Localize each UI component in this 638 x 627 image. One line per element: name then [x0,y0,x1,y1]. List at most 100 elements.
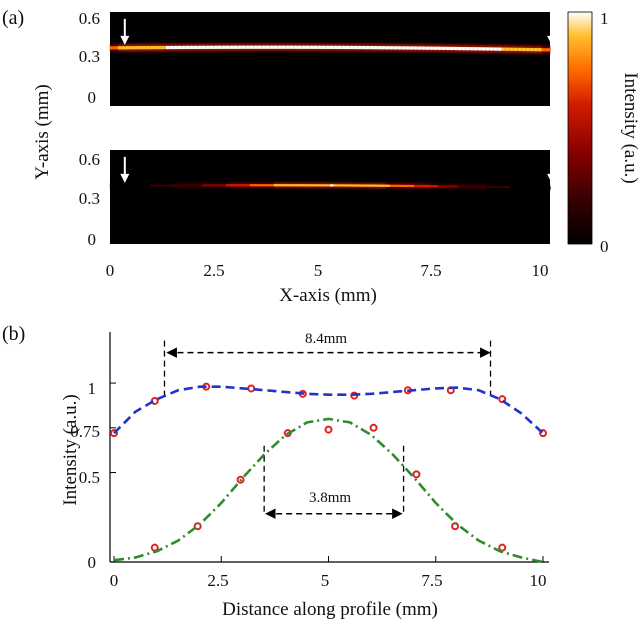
panel-a-x-axis-label: X-axis (mm) [279,285,377,306]
panel-b-axes [109,332,549,563]
annotation-bottom-label: 3.8mm [309,490,351,506]
beam-segment [394,184,399,187]
beam-segment [142,46,147,50]
beam-segment [218,184,223,187]
beam-segment [158,45,163,50]
beam-segment [390,46,395,50]
beam-segment [362,184,367,187]
beam-segment [310,184,315,187]
beam-segment [126,46,131,50]
green-fit-curve [113,417,544,564]
panel-a-label: (a) [2,7,24,29]
beam-segment [434,46,439,50]
data-point [451,522,460,531]
beam-segment [462,185,467,188]
beam-segment [302,45,307,49]
beam-segment [374,184,379,187]
beam-segment [426,185,431,188]
beam-segment [326,45,331,49]
beam-segment [450,185,455,188]
beam-segment [330,45,335,49]
beam-segment [238,45,243,49]
beam-segment [354,45,359,50]
beam-segment [418,184,423,188]
beam-segment [366,184,371,187]
beam-segment [350,184,355,187]
beam-segment [194,184,199,187]
beam-segment [190,184,195,187]
beam-segment [286,45,291,49]
beam-segment [178,184,183,187]
beam-segment [410,184,415,188]
beam-segment [342,45,347,50]
beam-segment [506,47,511,51]
beam-segment [366,45,371,50]
top-y-tick-label: 0.6 [79,9,100,28]
heatmap-top-beam [110,43,551,54]
beam-segment [254,45,259,49]
heatmap-bottom-beam [110,182,551,191]
beam-segment [222,184,227,187]
beam-segment [110,184,115,187]
bottom-y-tick-label: 0 [88,230,97,249]
beam-segment [478,47,483,51]
beam-segment [346,184,351,187]
beam-segment [478,185,483,188]
beam-segment [442,185,447,188]
beam-segment [282,45,287,49]
beam-segment [494,47,499,51]
beam-segment [258,184,263,187]
panel-a-bottom-y-ticks: 0.6 0.3 0 [79,150,100,249]
beam-segment [250,45,255,49]
heatmap-bottom-background [110,150,550,244]
beam-segment [318,184,323,187]
beam-segment [518,186,523,189]
beam-segment [238,184,243,187]
beam-segment [270,184,275,187]
beam-segment [378,184,383,187]
beam-segment [246,45,251,49]
beam-segment [530,47,535,52]
bottom-y-tick-label: 0.3 [79,189,100,208]
beam-segment [182,45,187,50]
beam-segment [398,46,403,50]
beam-segment [382,46,387,50]
beam-segment [162,45,167,50]
beam-segment [250,184,255,187]
panel-b-y-axis-label: Intensity (a.u.) [60,394,81,505]
beam-segment [470,47,475,51]
beam-segment [298,184,303,187]
beam-segment [234,184,239,187]
panel-b-y-tick-label: 0.75 [70,422,100,441]
beam-segment [162,184,167,187]
beam-segment [386,184,391,187]
beam-segment [398,184,403,187]
beam-segment [470,185,475,188]
beam-segment [490,185,495,189]
panel-a-x-ticks: 0 2.5 5 7.5 10 [106,261,549,280]
beam-segment [382,184,387,187]
beam-segment [446,185,451,188]
beam-segment [426,46,431,50]
beam-segment [134,46,139,50]
beam-segment [406,46,411,50]
bottom-y-tick-label: 0.6 [79,150,100,169]
panel-b-x-tick-label: 2.5 [207,571,228,590]
beam-segment [526,47,531,52]
panel-b-label: (b) [2,323,25,345]
beam-segment [430,185,435,188]
beam-segment [502,47,507,51]
beam-segment [438,185,443,188]
beam-segment [150,184,155,187]
colorbar-label: Intensity (a.u.) [620,72,638,183]
beam-segment [418,46,423,50]
panel-b-series [110,382,547,564]
beam-segment [322,184,327,187]
beam-segment [482,47,487,51]
annotation-top-label: 8.4mm [305,331,347,347]
beam-segment [310,45,315,49]
beam-segment [206,45,211,49]
beam-segment [414,46,419,50]
beam-segment [178,45,183,50]
beam-segment [338,45,343,50]
